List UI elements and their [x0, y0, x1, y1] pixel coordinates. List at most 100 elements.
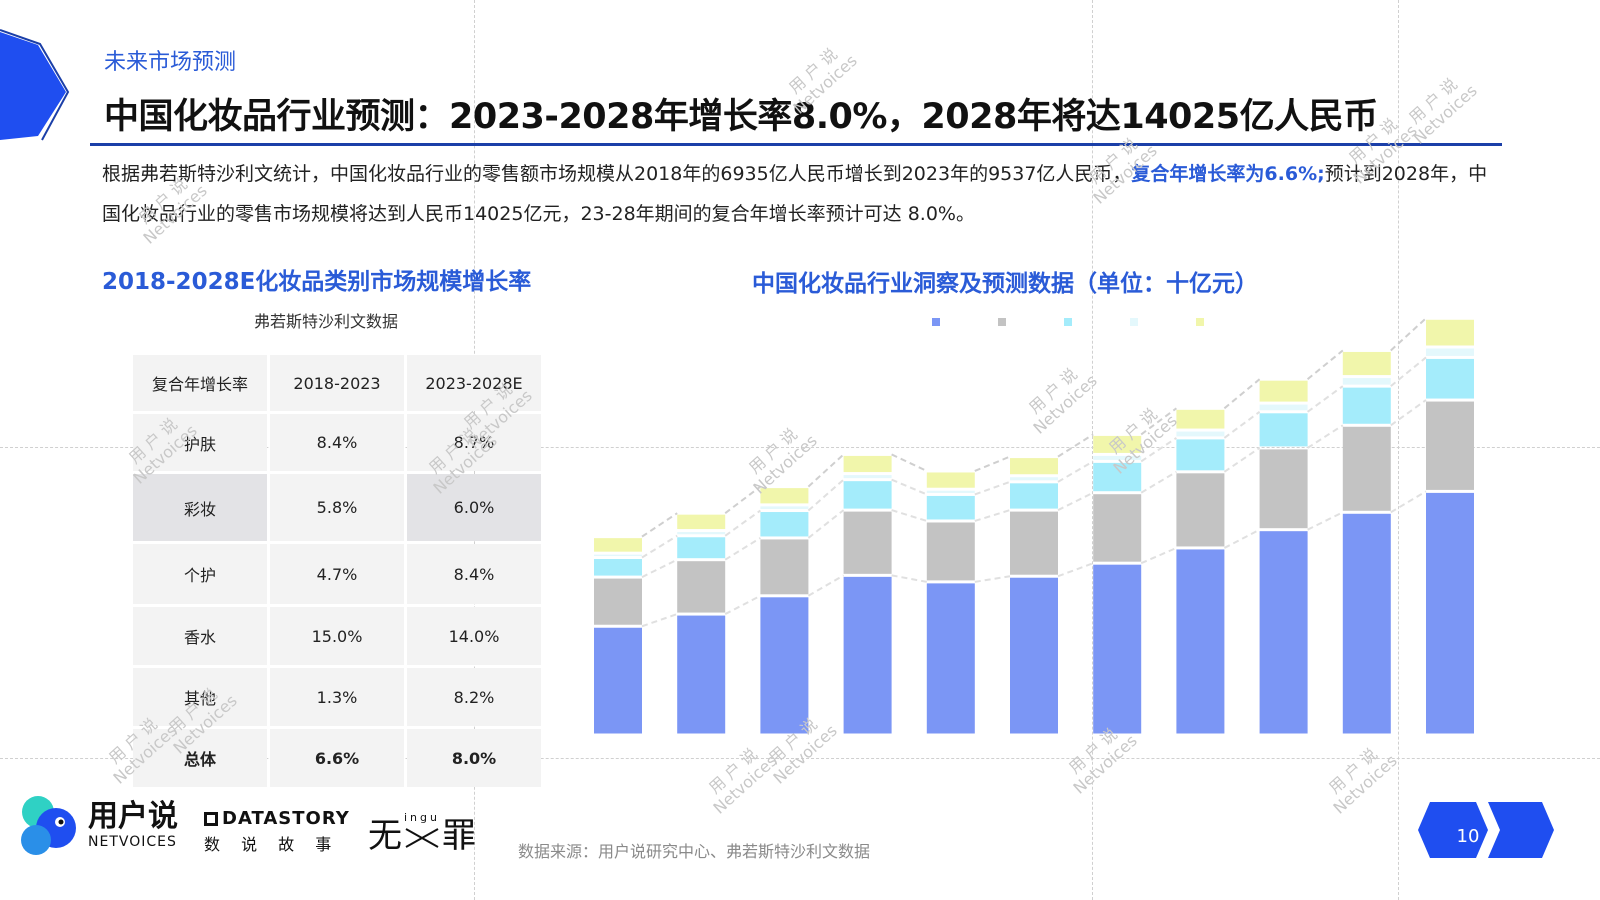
bar-segment: [1259, 413, 1308, 447]
table-cell-value: 8.4%: [270, 414, 404, 471]
legend-swatch: [1196, 318, 1204, 326]
logo-main-text: 用户说: [88, 799, 178, 834]
table-header-cell: 2023-2028E: [407, 355, 541, 411]
bar-segment: [1176, 473, 1225, 547]
intro-text: 根据弗若斯特沙利文统计，中国化妆品行业的零售额市场规模从2018年的6935亿人…: [102, 163, 1132, 185]
bar-segment: [1176, 431, 1225, 437]
table-cell-category: 护肤: [133, 414, 267, 471]
bar-segment: [926, 495, 975, 520]
connector-line: [974, 575, 1011, 583]
connector-line: [1223, 378, 1261, 410]
bar-segment: [926, 522, 975, 581]
connector-line: [724, 594, 761, 615]
connector-line: [974, 455, 1011, 472]
bar-segment: [1093, 564, 1142, 734]
datastory-logo: DATASTORY 数 说 故 事: [204, 808, 350, 855]
table-cell-value: 8.4%: [407, 544, 541, 604]
datastory-mark-icon: [204, 811, 218, 826]
bar-segment: [677, 532, 726, 535]
connector-line: [1223, 447, 1261, 473]
connector-line: [641, 558, 678, 578]
table-cell-value: 15.0%: [270, 607, 404, 665]
table-cell-value: 6.6%: [270, 729, 404, 787]
bar-segment: [1093, 435, 1142, 453]
connector-line: [1307, 385, 1344, 413]
bar-segment: [760, 512, 809, 537]
table-cell-category: 香水: [133, 607, 267, 665]
connector-line: [974, 480, 1011, 496]
legend-swatch: [1064, 318, 1072, 326]
table-cell-value: 6.0%: [407, 474, 541, 541]
bar-segment: [1426, 401, 1474, 490]
source-note: 数据来源：用户说研究中心、弗若斯特沙利文数据: [518, 842, 871, 861]
table-cell-category: 彩妆: [133, 474, 267, 541]
connector-line: [1390, 356, 1427, 387]
bar-segment: [843, 481, 892, 509]
chart-title: 中国化妆品行业洞察及预测数据（单位：十亿元）: [752, 271, 1258, 297]
table-row: 护肤 8.4% 8.7%: [133, 414, 541, 471]
connector-line: [1307, 424, 1344, 449]
watermark: 用 户 说 Netvoices: [1405, 74, 1481, 148]
table-header-cell: 2018-2023: [270, 355, 404, 411]
connector-line: [891, 574, 927, 583]
bar-segment: [594, 627, 642, 734]
bar-segment: [594, 554, 642, 557]
connector-line: [807, 478, 845, 512]
connector-line: [807, 453, 845, 488]
wuzui-logo: 无 ingu 罪: [368, 808, 476, 857]
legend-swatch: [932, 318, 940, 326]
connector-line: [1057, 460, 1094, 483]
bar-segment: [1176, 549, 1225, 734]
bar-segment: [1010, 577, 1058, 734]
bar-segment: [1176, 409, 1225, 429]
table-row: 香水 15.0% 14.0%: [133, 607, 541, 665]
connector-line: [1057, 491, 1094, 512]
connector-line: [724, 485, 762, 514]
table-row: 其他 1.3% 8.2%: [133, 668, 541, 726]
table-cell-value: 8.2%: [407, 668, 541, 726]
bar-segment: [677, 615, 726, 734]
corner-decoration: [0, 29, 70, 141]
intro-paragraph: 根据弗若斯特沙利文统计，中国化妆品行业的零售额市场规模从2018年的6935亿人…: [102, 154, 1502, 234]
bar-segment: [760, 539, 809, 595]
bar-segment: [1093, 455, 1142, 460]
wuzui-right: 罪: [442, 816, 476, 856]
title-underline: [90, 143, 1502, 146]
table-subtitle: 弗若斯特沙利文数据: [254, 312, 399, 331]
table-header-cell: 复合年增长率: [133, 355, 267, 411]
connector-line: [974, 509, 1011, 522]
bar-segment: [843, 455, 892, 473]
bar-segment: [760, 597, 809, 734]
connector-line: [1223, 528, 1261, 549]
connector-line: [891, 509, 928, 522]
connector-line: [807, 509, 845, 539]
bar-segment: [1010, 483, 1058, 509]
page-title: 中国化妆品行业预测：2023-2028年增长率8.0%，2028年将达14025…: [104, 97, 1378, 137]
table-cell-value: 1.3%: [270, 668, 404, 726]
table-row: 彩妆 5.8% 6.0%: [133, 474, 541, 541]
bar-segment: [1010, 458, 1058, 475]
bar-segment: [1010, 511, 1058, 575]
bar-segment: [1342, 387, 1391, 424]
bar-segment: [1259, 449, 1308, 529]
connector-line: [641, 534, 678, 559]
bar-segment: [1426, 348, 1474, 356]
section-label: 未来市场预测: [104, 50, 237, 75]
bar-segment: [760, 488, 809, 504]
bar-segment: [1259, 380, 1308, 402]
watermark: 用 户 说 Netvoices: [1325, 744, 1401, 818]
bar-segment: [1342, 513, 1391, 734]
connector-line: [1390, 399, 1427, 427]
connector-line: [724, 537, 761, 561]
bar-segment: [926, 583, 975, 734]
chart-legend: [932, 318, 1204, 326]
table-cell-value: 8.0%: [407, 729, 541, 787]
wuzui-left: 无: [368, 816, 402, 856]
bar-segment: [1426, 492, 1474, 734]
datastory-cn: 数 说 故 事: [204, 835, 340, 854]
netvoices-logo-icon: [21, 796, 76, 855]
bar-segment: [926, 472, 975, 488]
page-number: 10: [1456, 826, 1480, 847]
bar-segment: [594, 578, 642, 625]
bar-segment: [677, 514, 726, 530]
